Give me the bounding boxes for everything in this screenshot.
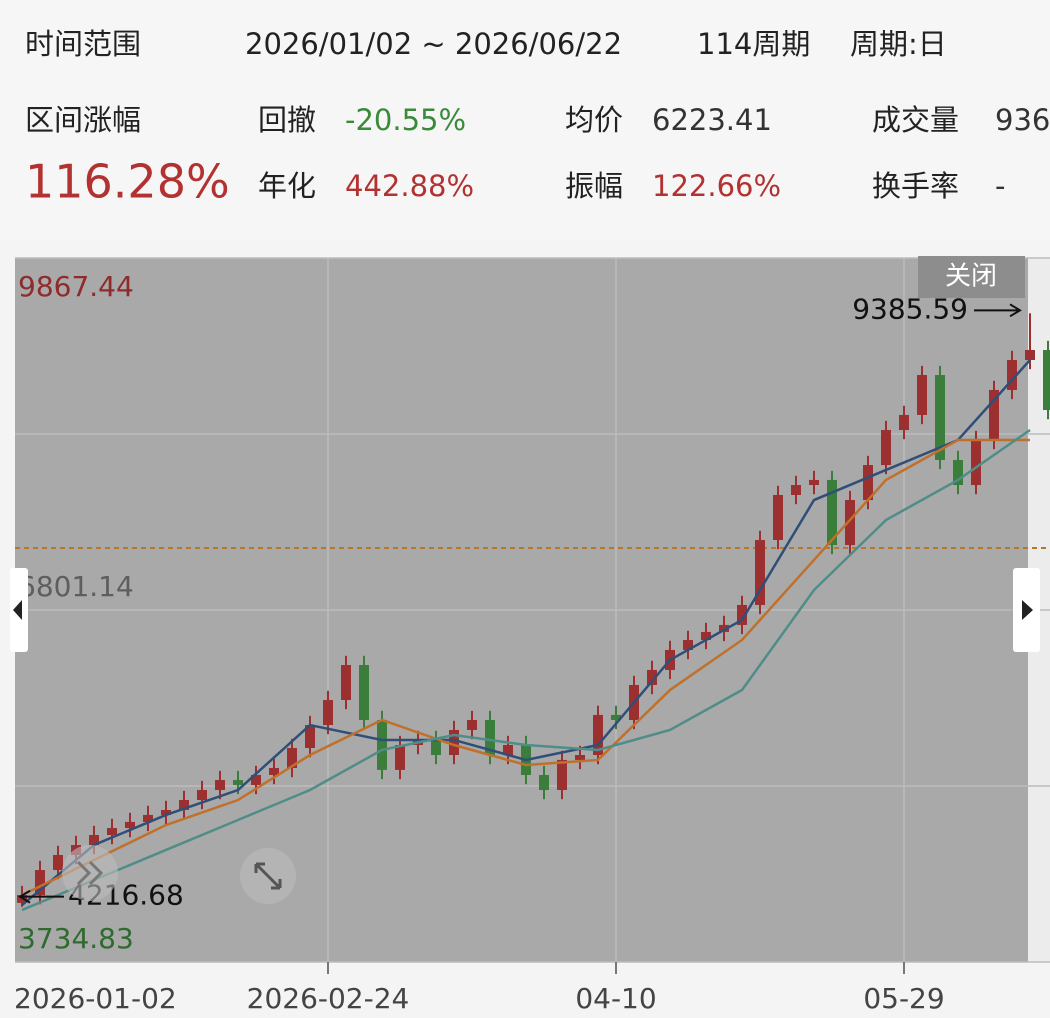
candle-body	[251, 774, 261, 785]
candle-body	[323, 700, 333, 726]
candle-body	[809, 479, 819, 486]
volume-label: 成交量	[872, 103, 959, 137]
controls: 关闭	[10, 256, 1040, 904]
max-arrow	[974, 303, 1022, 318]
x-tick-label: 2026-02-24	[247, 982, 410, 1015]
candle-body	[575, 755, 585, 760]
candle-body	[953, 459, 963, 486]
candle-body	[935, 375, 945, 460]
candle-body	[791, 485, 801, 495]
close-button[interactable]: 关闭	[945, 262, 997, 292]
candle-body	[539, 774, 549, 791]
turnover: -	[995, 169, 1005, 203]
candle-body	[395, 745, 405, 770]
candle-body	[287, 748, 297, 768]
candle-body	[269, 767, 279, 775]
candle-body	[593, 714, 603, 756]
candle-body	[701, 631, 711, 640]
annual-label: 年化	[258, 169, 316, 203]
candle-body	[341, 665, 351, 701]
candle-body	[773, 494, 783, 540]
x-tick-label: 04-10	[575, 982, 656, 1015]
drawdown-label: 回撤	[258, 103, 316, 137]
candle-body	[53, 854, 63, 871]
candle-body	[467, 719, 477, 730]
candle-body	[89, 835, 99, 846]
candle-body	[503, 745, 513, 756]
candle-body	[107, 828, 117, 836]
amplitude: 122.66%	[652, 169, 781, 203]
y-tick-label: 6801.14	[18, 570, 134, 603]
amplitude-label: 振幅	[565, 169, 623, 203]
candle-body	[359, 665, 369, 720]
candle-body	[431, 739, 441, 756]
candle-body	[161, 809, 171, 815]
candle-body	[179, 800, 189, 810]
range: 2026/01/02 ~ 2026/06/22	[245, 27, 622, 61]
candle-body	[233, 780, 243, 785]
chart: 3734.83 6801.14 9867.44 2026-01-02 2026-02-2…	[14, 257, 1050, 1015]
change-label: 区间涨幅	[25, 103, 141, 137]
candle-body	[737, 604, 747, 625]
candle-body	[1007, 359, 1017, 390]
close-button-bg[interactable]	[918, 256, 1025, 298]
candle-body	[755, 539, 765, 605]
avg: 6223.41	[652, 103, 772, 137]
x-tick-label: 05-29	[863, 982, 944, 1015]
candle-body	[377, 719, 387, 770]
avg-label: 均价	[565, 103, 623, 137]
candle-body	[719, 624, 729, 632]
volume: 936	[995, 103, 1050, 137]
candle-body	[215, 780, 225, 791]
right-arrow[interactable]	[1022, 600, 1033, 620]
candle-body	[863, 465, 873, 501]
candle-body	[125, 821, 135, 829]
candle-body	[881, 430, 891, 466]
ma-line	[21, 438, 1030, 897]
header-bg	[0, 0, 1050, 240]
annual: 442.88%	[345, 169, 474, 203]
y-tick-label: 3734.83	[18, 922, 134, 955]
candle-body	[917, 375, 927, 415]
collapse-icon[interactable]	[76, 860, 104, 886]
candle-body	[647, 669, 657, 685]
candle-body	[827, 479, 837, 546]
candle-body	[1025, 350, 1035, 360]
ma-line	[21, 359, 1031, 907]
ma-line	[21, 428, 1031, 912]
y-tick-label: 9867.44	[18, 270, 134, 303]
candle-body	[1043, 350, 1050, 411]
candle-body	[35, 870, 45, 896]
range-label: 时间范围	[25, 27, 141, 61]
candle-body	[611, 714, 621, 720]
candle-body	[305, 725, 315, 749]
cycle: 周期:日	[850, 27, 947, 61]
candle-body	[485, 719, 495, 756]
candle-body	[971, 440, 981, 486]
expand-icon[interactable]	[254, 862, 282, 890]
turnover-label: 换手率	[872, 169, 959, 203]
x-tick-label: 2026-01-02	[14, 982, 177, 1015]
left-arrow[interactable]	[13, 600, 22, 620]
candle-body	[557, 759, 567, 791]
change: 116.28%	[25, 155, 230, 209]
candle-body	[845, 500, 855, 546]
candle-body	[989, 389, 999, 441]
drawdown: -20.55%	[345, 103, 466, 137]
candle-body	[197, 790, 207, 801]
periods: 114周期	[697, 27, 810, 61]
candle-body	[899, 414, 909, 431]
candle-body	[449, 729, 459, 756]
min-arrow	[18, 889, 64, 904]
candle-body	[143, 814, 153, 822]
candle-body	[683, 639, 693, 650]
